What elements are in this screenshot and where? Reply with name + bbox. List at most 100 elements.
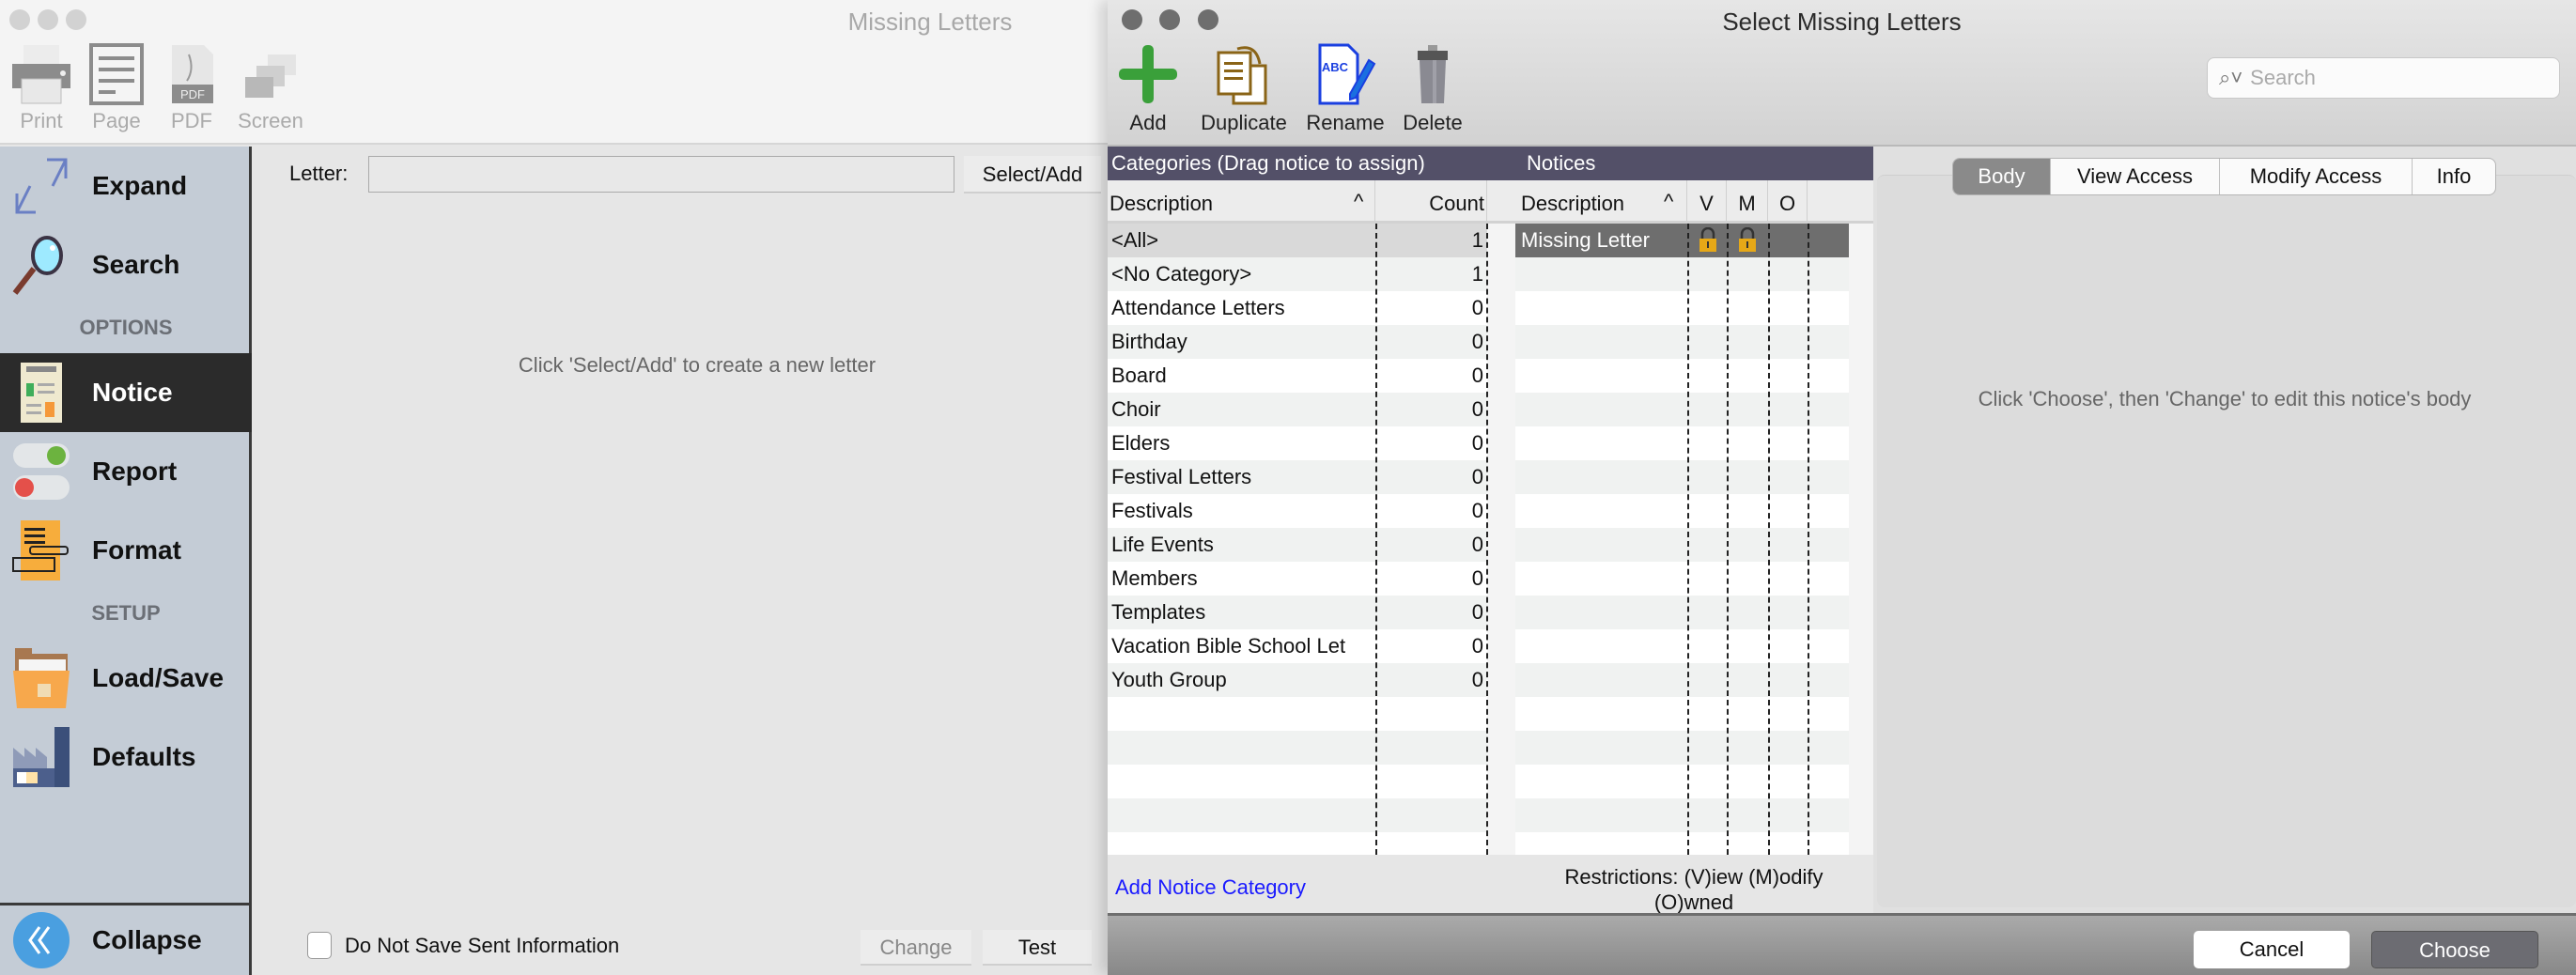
row-bg bbox=[1108, 325, 1487, 359]
list-header-bar: Categories (Drag notice to assign) Notic… bbox=[1108, 147, 1873, 180]
zoom-button[interactable] bbox=[66, 9, 86, 30]
category-row[interactable]: Board 0 bbox=[1108, 359, 1873, 393]
category-row[interactable]: Life Events 0 bbox=[1108, 528, 1873, 562]
row-bg bbox=[1108, 832, 1487, 855]
plus-icon bbox=[1119, 45, 1177, 103]
zoom-button[interactable] bbox=[1198, 9, 1218, 30]
column-divider bbox=[1375, 224, 1377, 855]
category-row[interactable]: Choir 0 bbox=[1108, 393, 1873, 426]
category-row[interactable]: Members 0 bbox=[1108, 562, 1873, 596]
sidebar-item-format[interactable]: Format bbox=[0, 511, 252, 590]
add-button[interactable]: Add bbox=[1115, 43, 1181, 135]
category-count: 0 bbox=[1471, 296, 1483, 319]
category-name: Life Events bbox=[1111, 533, 1214, 556]
letter-input[interactable] bbox=[368, 156, 954, 193]
empty-row bbox=[1108, 832, 1873, 855]
sidebar-item-load-save[interactable]: Load/Save bbox=[0, 639, 252, 718]
tab-info[interactable]: Info bbox=[2436, 164, 2472, 188]
pdf-button[interactable]: PDF PDF bbox=[154, 43, 229, 133]
detail-tabs: Body View Access Modify Access Info bbox=[1952, 158, 2496, 195]
page-button[interactable]: Page bbox=[79, 43, 154, 133]
change-button[interactable]: Change bbox=[861, 930, 971, 966]
search-input[interactable]: ⌕˅ Search bbox=[2207, 57, 2560, 99]
category-row[interactable]: Youth Group 0 bbox=[1108, 663, 1873, 697]
notice-empty-row bbox=[1515, 765, 1849, 798]
close-button[interactable] bbox=[1122, 9, 1142, 30]
sidebar-divider bbox=[0, 903, 252, 905]
choose-button[interactable]: Choose bbox=[2371, 931, 2538, 968]
category-row[interactable]: Attendance Letters 0 bbox=[1108, 291, 1873, 325]
row-bg bbox=[1108, 596, 1487, 629]
category-description-header[interactable]: Description ^ bbox=[1108, 180, 1375, 221]
row-bg bbox=[1108, 663, 1487, 697]
empty-hint: Click 'Select/Add' to create a new lette… bbox=[518, 353, 877, 377]
minimize-button[interactable] bbox=[38, 9, 58, 30]
duplicate-button[interactable]: Duplicate bbox=[1197, 43, 1291, 135]
tab-view-access[interactable]: View Access bbox=[2051, 159, 2220, 194]
notices-header: Notices bbox=[1527, 151, 1596, 175]
row-bg bbox=[1108, 765, 1487, 798]
cancel-button[interactable]: Cancel bbox=[2194, 931, 2350, 968]
add-notice-category-link[interactable]: Add Notice Category bbox=[1115, 875, 1306, 899]
tab-body[interactable]: Body bbox=[1953, 159, 2051, 194]
close-button[interactable] bbox=[9, 9, 30, 30]
count-header[interactable]: Count bbox=[1376, 180, 1487, 221]
category-row[interactable]: Templates 0 bbox=[1108, 596, 1873, 629]
sidebar-item-expand[interactable]: Expand bbox=[0, 147, 252, 225]
delete-button[interactable]: Delete bbox=[1397, 43, 1468, 135]
sidebar-item-defaults[interactable]: Defaults bbox=[0, 718, 252, 797]
category-count: 0 bbox=[1471, 465, 1483, 488]
category-row[interactable]: Elders 0 bbox=[1108, 426, 1873, 460]
notice-empty-row bbox=[1515, 697, 1849, 731]
sidebar-item-notice[interactable]: Notice bbox=[0, 353, 252, 432]
view-lock bbox=[1687, 224, 1727, 257]
category-row[interactable]: Festival Letters 0 bbox=[1108, 460, 1873, 494]
screen-button[interactable]: Screen bbox=[233, 43, 308, 133]
category-row[interactable]: Birthday 0 bbox=[1108, 325, 1873, 359]
print-button[interactable]: Print bbox=[4, 43, 79, 133]
dialog-button-bar: Cancel Choose bbox=[1108, 913, 2576, 975]
body-hint: Click 'Choose', then 'Change' to edit th… bbox=[1978, 387, 2472, 410]
category-row[interactable]: Festivals 0 bbox=[1108, 494, 1873, 528]
notice-description-header[interactable]: Description ^ bbox=[1515, 180, 1687, 221]
letter-panel: Letter: Select/Add Click 'Select/Add' to… bbox=[255, 147, 1109, 975]
notice-detail-pane: Body View Access Modify Access Info Clic… bbox=[1873, 147, 2576, 913]
sort-ascending-icon: ^ bbox=[1664, 190, 1674, 213]
options-header: OPTIONS bbox=[79, 316, 173, 339]
rename-button[interactable]: ABC Rename bbox=[1303, 43, 1388, 135]
notice-empty-row bbox=[1515, 798, 1849, 832]
row-bg bbox=[1108, 494, 1487, 528]
do-not-save-label: Do Not Save Sent Information bbox=[345, 934, 620, 957]
category-count: 0 bbox=[1471, 566, 1483, 590]
category-name: Members bbox=[1111, 566, 1198, 590]
right-titlebar: Select Missing Letters Add Duplicate ABC… bbox=[1108, 0, 2576, 147]
category-name: <No Category> bbox=[1111, 262, 1252, 286]
category-row[interactable]: <All> 1 Missing Letter bbox=[1108, 224, 1873, 257]
minimize-button[interactable] bbox=[1159, 9, 1180, 30]
sidebar-item-search[interactable]: Search bbox=[0, 225, 252, 304]
notice-empty-row bbox=[1515, 359, 1849, 393]
notice-row[interactable]: Missing Letter bbox=[1515, 224, 1849, 257]
row-bg bbox=[1108, 359, 1487, 393]
column-divider bbox=[1486, 224, 1488, 855]
magnifier-icon bbox=[11, 235, 71, 295]
category-count: 0 bbox=[1471, 431, 1483, 455]
view-column-header[interactable]: V bbox=[1687, 180, 1727, 221]
svg-text:PDF: PDF bbox=[180, 87, 205, 101]
column-divider bbox=[1687, 224, 1689, 855]
owned-column-header[interactable]: O bbox=[1768, 180, 1808, 221]
sidebar-item-collapse[interactable]: Collapse bbox=[0, 905, 252, 975]
select-add-button[interactable]: Select/Add bbox=[964, 156, 1101, 193]
tab-modify-access[interactable]: Modify Access bbox=[2220, 159, 2413, 194]
modify-column-header[interactable]: M bbox=[1727, 180, 1768, 221]
category-name: Templates bbox=[1111, 600, 1206, 624]
collapse-chevrons-icon bbox=[11, 910, 71, 970]
factory-icon bbox=[11, 727, 71, 787]
categories-header: Categories (Drag notice to assign) bbox=[1111, 151, 1425, 175]
sidebar-item-report[interactable]: Report bbox=[0, 432, 252, 511]
test-button[interactable]: Test bbox=[983, 930, 1092, 966]
category-row[interactable]: <No Category> 1 bbox=[1108, 257, 1873, 291]
do-not-save-checkbox[interactable] bbox=[307, 932, 332, 959]
category-row[interactable]: Vacation Bible School Let 0 bbox=[1108, 629, 1873, 663]
row-bg bbox=[1108, 224, 1487, 257]
